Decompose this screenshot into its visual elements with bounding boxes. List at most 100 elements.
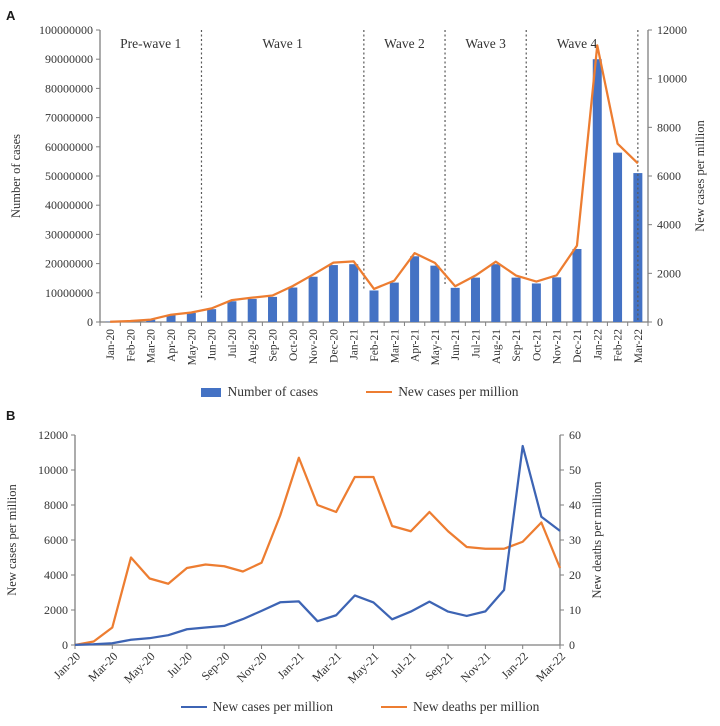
a-left-tick-label: 10000000 xyxy=(45,286,93,300)
a-x-tick-label: Feb-21 xyxy=(369,329,381,362)
cases-bar xyxy=(450,287,460,322)
a-x-tick-label: Jun-20 xyxy=(207,329,219,361)
b-right-tick-label: 10 xyxy=(569,603,581,617)
b-left-tick-label: 12000 xyxy=(38,428,68,442)
b-x-tick-label: Mar-21 xyxy=(309,649,344,684)
a-x-tick-label: May-20 xyxy=(186,329,198,366)
a-x-tick-label: Mar-22 xyxy=(633,329,645,364)
b-x-tick-label: Sep-21 xyxy=(422,649,456,683)
bar-swatch-icon xyxy=(201,387,222,397)
cases-bar xyxy=(511,277,521,322)
legend-label: Number of cases xyxy=(227,384,319,399)
wave-label: Wave 1 xyxy=(262,36,303,51)
a-left-tick-label: 40000000 xyxy=(45,198,93,212)
cases-bar xyxy=(268,296,278,322)
a-right-tick-label: 10000 xyxy=(657,72,687,86)
a-left-tick-label: 30000000 xyxy=(45,227,93,241)
line-swatch-icon xyxy=(380,706,407,708)
wave-label: Pre-wave 1 xyxy=(120,36,181,51)
wave-label: Wave 2 xyxy=(384,36,425,51)
cases-bar xyxy=(328,265,338,322)
a-left-tick-label: 60000000 xyxy=(45,140,93,154)
a-x-tick-label: Mar-20 xyxy=(146,329,158,364)
a-x-tick-label: Dec-20 xyxy=(328,329,340,363)
new-cases-line xyxy=(74,444,561,646)
b-x-tick-label: Sep-20 xyxy=(198,649,232,683)
a-x-tick-label: Jan-22 xyxy=(592,329,604,360)
a-x-tick-label: Jun-21 xyxy=(450,329,462,361)
a-x-tick-label: Oct-20 xyxy=(288,329,300,361)
a-x-tick-label: Jan-20 xyxy=(105,329,117,360)
cases-bar xyxy=(186,312,196,322)
cases-bar xyxy=(592,59,602,322)
panel-a-chart: 0 10000000 20000000 30000000 40000000 5000000… xyxy=(9,23,707,366)
b-x-tick-label: Jan-22 xyxy=(498,649,531,682)
b-x-tick-label: Mar-22 xyxy=(533,649,568,684)
cases-bar xyxy=(349,264,359,322)
b-left-tick-label: 0 xyxy=(62,638,68,652)
a-left-tick-label: 90000000 xyxy=(45,52,93,66)
a-x-tick-label: Apr-20 xyxy=(166,329,178,362)
b-right-tick-label: 60 xyxy=(569,428,581,442)
a-x-tick-label: Dec-21 xyxy=(572,329,584,363)
cases-bar xyxy=(491,264,501,322)
cases-bar xyxy=(207,309,217,322)
legend-label: New deaths per million xyxy=(412,699,540,714)
b-right-tick-label: 30 xyxy=(569,533,581,547)
a-x-tick-label: Jul-20 xyxy=(227,329,239,358)
cases-bar xyxy=(572,249,582,322)
new-deaths-line xyxy=(74,456,562,647)
a-left-tick-label: 70000000 xyxy=(45,111,93,125)
legend-label: New cases per million xyxy=(398,384,519,399)
a-x-tick-label: Jan-21 xyxy=(349,329,361,360)
b-right-axis-title: New deaths per million xyxy=(590,481,604,599)
b-x-tick-label: Jan-21 xyxy=(274,649,307,682)
a-x-tick-label: Aug-20 xyxy=(247,329,259,364)
panel-b-label: B xyxy=(6,408,16,423)
a-x-tick-label: Nov-21 xyxy=(552,329,564,364)
legend-item-new-cases-per-million: New cases per million xyxy=(180,699,333,715)
a-x-tick-label: Feb-22 xyxy=(613,329,625,362)
wave-label: Wave 4 xyxy=(557,36,598,51)
cases-bar xyxy=(227,301,237,322)
legend-label: New cases per million xyxy=(212,699,333,714)
a-right-axis-title: New cases per million xyxy=(693,120,707,232)
cases-bar xyxy=(552,277,562,322)
a-left-tick-label: 0 xyxy=(87,315,93,329)
a-left-tick-label: 80000000 xyxy=(45,81,93,95)
a-right-tick-label: 4000 xyxy=(657,218,681,232)
legend-item-number-of-cases: Number of cases xyxy=(201,384,318,400)
a-x-tick-label: Oct-21 xyxy=(531,329,543,361)
b-x-tick-label: Jan-20 xyxy=(51,649,84,682)
cases-bar xyxy=(146,319,156,322)
cases-bar xyxy=(369,290,379,322)
b-x-tick-label: May-21 xyxy=(345,649,382,686)
panel-b-chart: 0 2000 4000 6000 8000 10000 12000 0 10 20 30 40 50 60… xyxy=(5,428,604,686)
b-x-tick-label: May-20 xyxy=(121,649,158,686)
b-right-tick-label: 50 xyxy=(569,463,581,477)
legend-item-new-cases-per-million: New cases per million xyxy=(366,384,519,400)
cases-bar xyxy=(430,265,440,322)
a-left-tick-label: 20000000 xyxy=(45,257,93,271)
b-x-tick-label: Nov-20 xyxy=(234,649,270,685)
a-x-tick-label: Feb-20 xyxy=(125,329,137,362)
wave-label: Wave 3 xyxy=(465,36,506,51)
cases-bar xyxy=(389,282,399,322)
a-left-tick-label: 100000000 xyxy=(39,23,93,37)
a-left-tick-label: 50000000 xyxy=(45,169,93,183)
legend-item-new-deaths-per-million: New deaths per million xyxy=(380,699,540,715)
a-x-tick-label: Apr-21 xyxy=(410,329,422,362)
a-x-tick-label: Sep-21 xyxy=(511,329,523,362)
b-x-tick-label: Jul-21 xyxy=(388,649,419,680)
b-left-tick-label: 10000 xyxy=(38,463,68,477)
cases-bar xyxy=(531,283,541,322)
cases-bar xyxy=(470,277,480,322)
panel-a-legend: Number of cases New cases per million xyxy=(0,384,720,400)
b-left-tick-label: 6000 xyxy=(44,533,68,547)
cases-bar xyxy=(247,298,257,322)
a-right-tick-label: 6000 xyxy=(657,169,681,183)
b-x-tick-label: Nov-21 xyxy=(458,649,494,685)
b-right-tick-label: 40 xyxy=(569,498,581,512)
a-right-tick-label: 8000 xyxy=(657,120,681,134)
line-swatch-icon xyxy=(180,706,207,708)
